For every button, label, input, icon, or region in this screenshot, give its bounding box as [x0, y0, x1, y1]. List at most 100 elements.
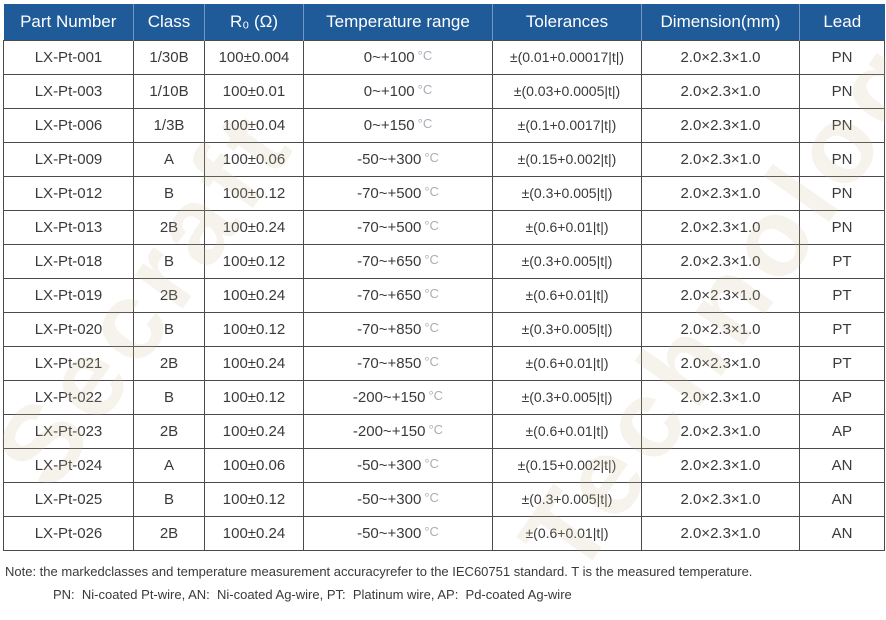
cell-dimension: 2.0×2.3×1.0 — [641, 447, 800, 483]
cell-lead: PN — [799, 209, 885, 245]
cell-dimension: 2.0×2.3×1.0 — [641, 277, 800, 313]
table-row: LX-Pt-013 2B 100±0.24 -70~+500 °C ±(0.6+0.01|… — [3, 209, 885, 245]
footnotes: Note: the markedclasses and temperature … — [0, 564, 886, 602]
cell-tolerance: ±(0.3+0.005|t|) — [492, 481, 642, 517]
table-row: LX-Pt-018 B 100±0.12 -70~+650 °C ±(0.3+0.005|… — [3, 243, 885, 279]
cell-temperature-range: -50~+300 °C — [303, 515, 493, 551]
cell-tolerance: ±(0.01+0.00017|t|) — [492, 39, 642, 75]
cell-dimension: 2.0×2.3×1.0 — [641, 73, 800, 109]
column-header-tolerances: Tolerances — [492, 4, 642, 40]
cell-temperature-range: 0~+100 °C — [303, 39, 493, 75]
cell-lead: PN — [799, 175, 885, 211]
temperature-value: -70~+850 — [357, 354, 422, 372]
cell-part-number: LX-Pt-019 — [3, 277, 134, 313]
celsius-unit: °C — [424, 455, 439, 471]
table-row: LX-Pt-025 B 100±0.12 -50~+300 °C ±(0.3+0.005|… — [3, 481, 885, 517]
celsius-unit: °C — [424, 353, 439, 369]
cell-dimension: 2.0×2.3×1.0 — [641, 515, 800, 551]
cell-part-number: LX-Pt-026 — [3, 515, 134, 551]
cell-tolerance: ±(0.03+0.0005|t|) — [492, 73, 642, 109]
cell-r0: 100±0.06 — [204, 447, 304, 483]
temperature-value: -50~+300 — [357, 524, 422, 542]
table-row: LX-Pt-001 1/30B 100±0.004 0~+100 °C ±(0.01+0.… — [3, 39, 885, 75]
cell-r0: 100±0.24 — [204, 277, 304, 313]
cell-tolerance: ±(0.3+0.005|t|) — [492, 379, 642, 415]
table-header: Part Number Class R₀ (Ω) Temperature ran… — [3, 4, 885, 40]
column-header-r0: R₀ (Ω) — [204, 4, 304, 40]
celsius-unit: °C — [424, 285, 439, 301]
cell-lead: AP — [799, 413, 885, 449]
header-row: Part Number Class R₀ (Ω) Temperature ran… — [3, 4, 885, 40]
cell-dimension: 2.0×2.3×1.0 — [641, 481, 800, 517]
cell-class: 2B — [133, 515, 205, 551]
celsius-unit: °C — [424, 183, 439, 199]
cell-tolerance: ±(0.6+0.01|t|) — [492, 413, 642, 449]
datasheet-page: Part Number Class R₀ (Ω) Temperature ran… — [0, 4, 886, 620]
cell-class: 2B — [133, 277, 205, 313]
cell-r0: 100±0.04 — [204, 107, 304, 143]
celsius-unit: °C — [424, 251, 439, 267]
cell-tolerance: ±(0.1+0.0017|t|) — [492, 107, 642, 143]
cell-r0: 100±0.24 — [204, 413, 304, 449]
cell-r0: 100±0.24 — [204, 515, 304, 551]
celsius-unit: °C — [417, 81, 433, 97]
cell-lead: PT — [799, 345, 885, 381]
cell-temperature-range: -70~+650 °C — [303, 243, 493, 279]
cell-dimension: 2.0×2.3×1.0 — [641, 39, 800, 75]
cell-temperature-range: -200~+150 °C — [303, 413, 493, 449]
cell-temperature-range: -70~+850 °C — [303, 345, 493, 381]
temperature-value: -70~+650 — [357, 252, 422, 270]
cell-class: B — [133, 311, 205, 347]
cell-temperature-range: -50~+300 °C — [303, 481, 493, 517]
cell-r0: 100±0.12 — [204, 243, 304, 279]
column-header-part-number: Part Number — [3, 4, 134, 40]
cell-lead: PN — [799, 73, 885, 109]
cell-part-number: LX-Pt-020 — [3, 311, 134, 347]
celsius-unit: °C — [428, 421, 444, 437]
cell-tolerance: ±(0.3+0.005|t|) — [492, 311, 642, 347]
cell-dimension: 2.0×2.3×1.0 — [641, 243, 800, 279]
temperature-value: -70~+850 — [357, 320, 422, 338]
cell-part-number: LX-Pt-023 — [3, 413, 134, 449]
cell-temperature-range: -200~+150 °C — [303, 379, 493, 415]
cell-lead: PT — [799, 277, 885, 313]
cell-part-number: LX-Pt-013 — [3, 209, 134, 245]
table-body: LX-Pt-001 1/30B 100±0.004 0~+100 °C ±(0.01+0.… — [3, 39, 885, 551]
table-row: LX-Pt-006 1/3B 100±0.04 0~+150 °C ±(0.1+0.001… — [3, 107, 885, 143]
cell-r0: 100±0.12 — [204, 481, 304, 517]
cell-temperature-range: -70~+850 °C — [303, 311, 493, 347]
cell-dimension: 2.0×2.3×1.0 — [641, 345, 800, 381]
temperature-value: -70~+500 — [357, 184, 422, 202]
cell-tolerance: ±(0.15+0.002|t|) — [492, 141, 642, 177]
cell-part-number: LX-Pt-025 — [3, 481, 134, 517]
table-row: LX-Pt-019 2B 100±0.24 -70~+650 °C ±(0.6+0.01|… — [3, 277, 885, 313]
cell-temperature-range: -50~+300 °C — [303, 447, 493, 483]
cell-part-number: LX-Pt-022 — [3, 379, 134, 415]
cell-lead: PT — [799, 311, 885, 347]
temperature-value: 0~+100 — [363, 82, 415, 100]
cell-class: B — [133, 243, 205, 279]
temperature-value: -50~+300 — [357, 490, 422, 508]
cell-r0: 100±0.06 — [204, 141, 304, 177]
cell-temperature-range: 0~+150 °C — [303, 107, 493, 143]
table-row: LX-Pt-024 A 100±0.06 -50~+300 °C ±(0.15+0.002… — [3, 447, 885, 483]
cell-class: 2B — [133, 209, 205, 245]
pt-sensor-spec-table: Part Number Class R₀ (Ω) Temperature ran… — [3, 4, 885, 551]
temperature-value: -50~+300 — [357, 456, 422, 474]
temperature-value: -200~+150 — [352, 422, 426, 440]
cell-class: A — [133, 141, 205, 177]
cell-dimension: 2.0×2.3×1.0 — [641, 311, 800, 347]
celsius-unit: °C — [428, 387, 444, 403]
celsius-unit: °C — [424, 523, 439, 539]
table-row: LX-Pt-003 1/10B 100±0.01 0~+100 °C ±(0.03+0.0… — [3, 73, 885, 109]
cell-lead: AN — [799, 481, 885, 517]
cell-temperature-range: -50~+300 °C — [303, 141, 493, 177]
column-header-lead: Lead — [799, 4, 885, 40]
celsius-unit: °C — [424, 217, 439, 233]
cell-class: 1/10B — [133, 73, 205, 109]
cell-lead: AP — [799, 379, 885, 415]
cell-lead: AN — [799, 515, 885, 551]
table-row: LX-Pt-022 B 100±0.12 -200~+150 °C ±(0.3+0.005… — [3, 379, 885, 415]
cell-dimension: 2.0×2.3×1.0 — [641, 141, 800, 177]
cell-r0: 100±0.004 — [204, 39, 304, 75]
